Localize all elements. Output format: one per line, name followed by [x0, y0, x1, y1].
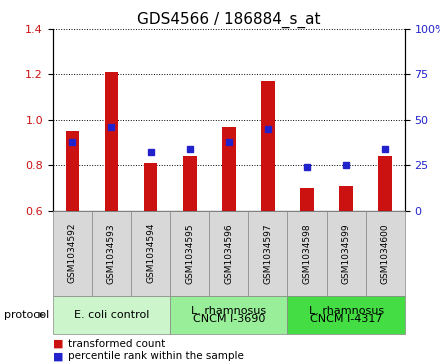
Bar	[105, 72, 118, 211]
Text: percentile rank within the sample: percentile rank within the sample	[68, 351, 244, 362]
Bar	[66, 131, 79, 211]
Bar	[144, 163, 158, 211]
Bar	[339, 185, 353, 211]
Bar	[378, 156, 392, 211]
Text: GSM1034597: GSM1034597	[264, 223, 272, 284]
Text: GSM1034595: GSM1034595	[185, 223, 194, 284]
Text: CNCM I-3690: CNCM I-3690	[193, 314, 265, 324]
Bar	[183, 156, 197, 211]
Text: GSM1034600: GSM1034600	[381, 223, 390, 284]
Text: CNCM I-4317: CNCM I-4317	[310, 314, 382, 324]
Title: GDS4566 / 186884_s_at: GDS4566 / 186884_s_at	[137, 12, 321, 28]
Text: GSM1034599: GSM1034599	[341, 223, 351, 284]
Text: L. rhamnosus: L. rhamnosus	[308, 306, 384, 316]
Text: GSM1034593: GSM1034593	[107, 223, 116, 284]
Text: ■: ■	[53, 339, 63, 349]
Text: protocol: protocol	[4, 310, 50, 320]
Bar	[300, 188, 314, 211]
Text: GSM1034594: GSM1034594	[146, 223, 155, 284]
Bar	[222, 127, 236, 211]
Text: L. rhamnosus: L. rhamnosus	[191, 306, 266, 316]
Text: GSM1034592: GSM1034592	[68, 223, 77, 284]
Text: GSM1034596: GSM1034596	[224, 223, 233, 284]
Text: transformed count: transformed count	[68, 339, 165, 349]
Text: GSM1034598: GSM1034598	[303, 223, 312, 284]
Bar	[261, 81, 275, 211]
Text: E. coli control: E. coli control	[74, 310, 149, 320]
Text: ■: ■	[53, 351, 63, 362]
